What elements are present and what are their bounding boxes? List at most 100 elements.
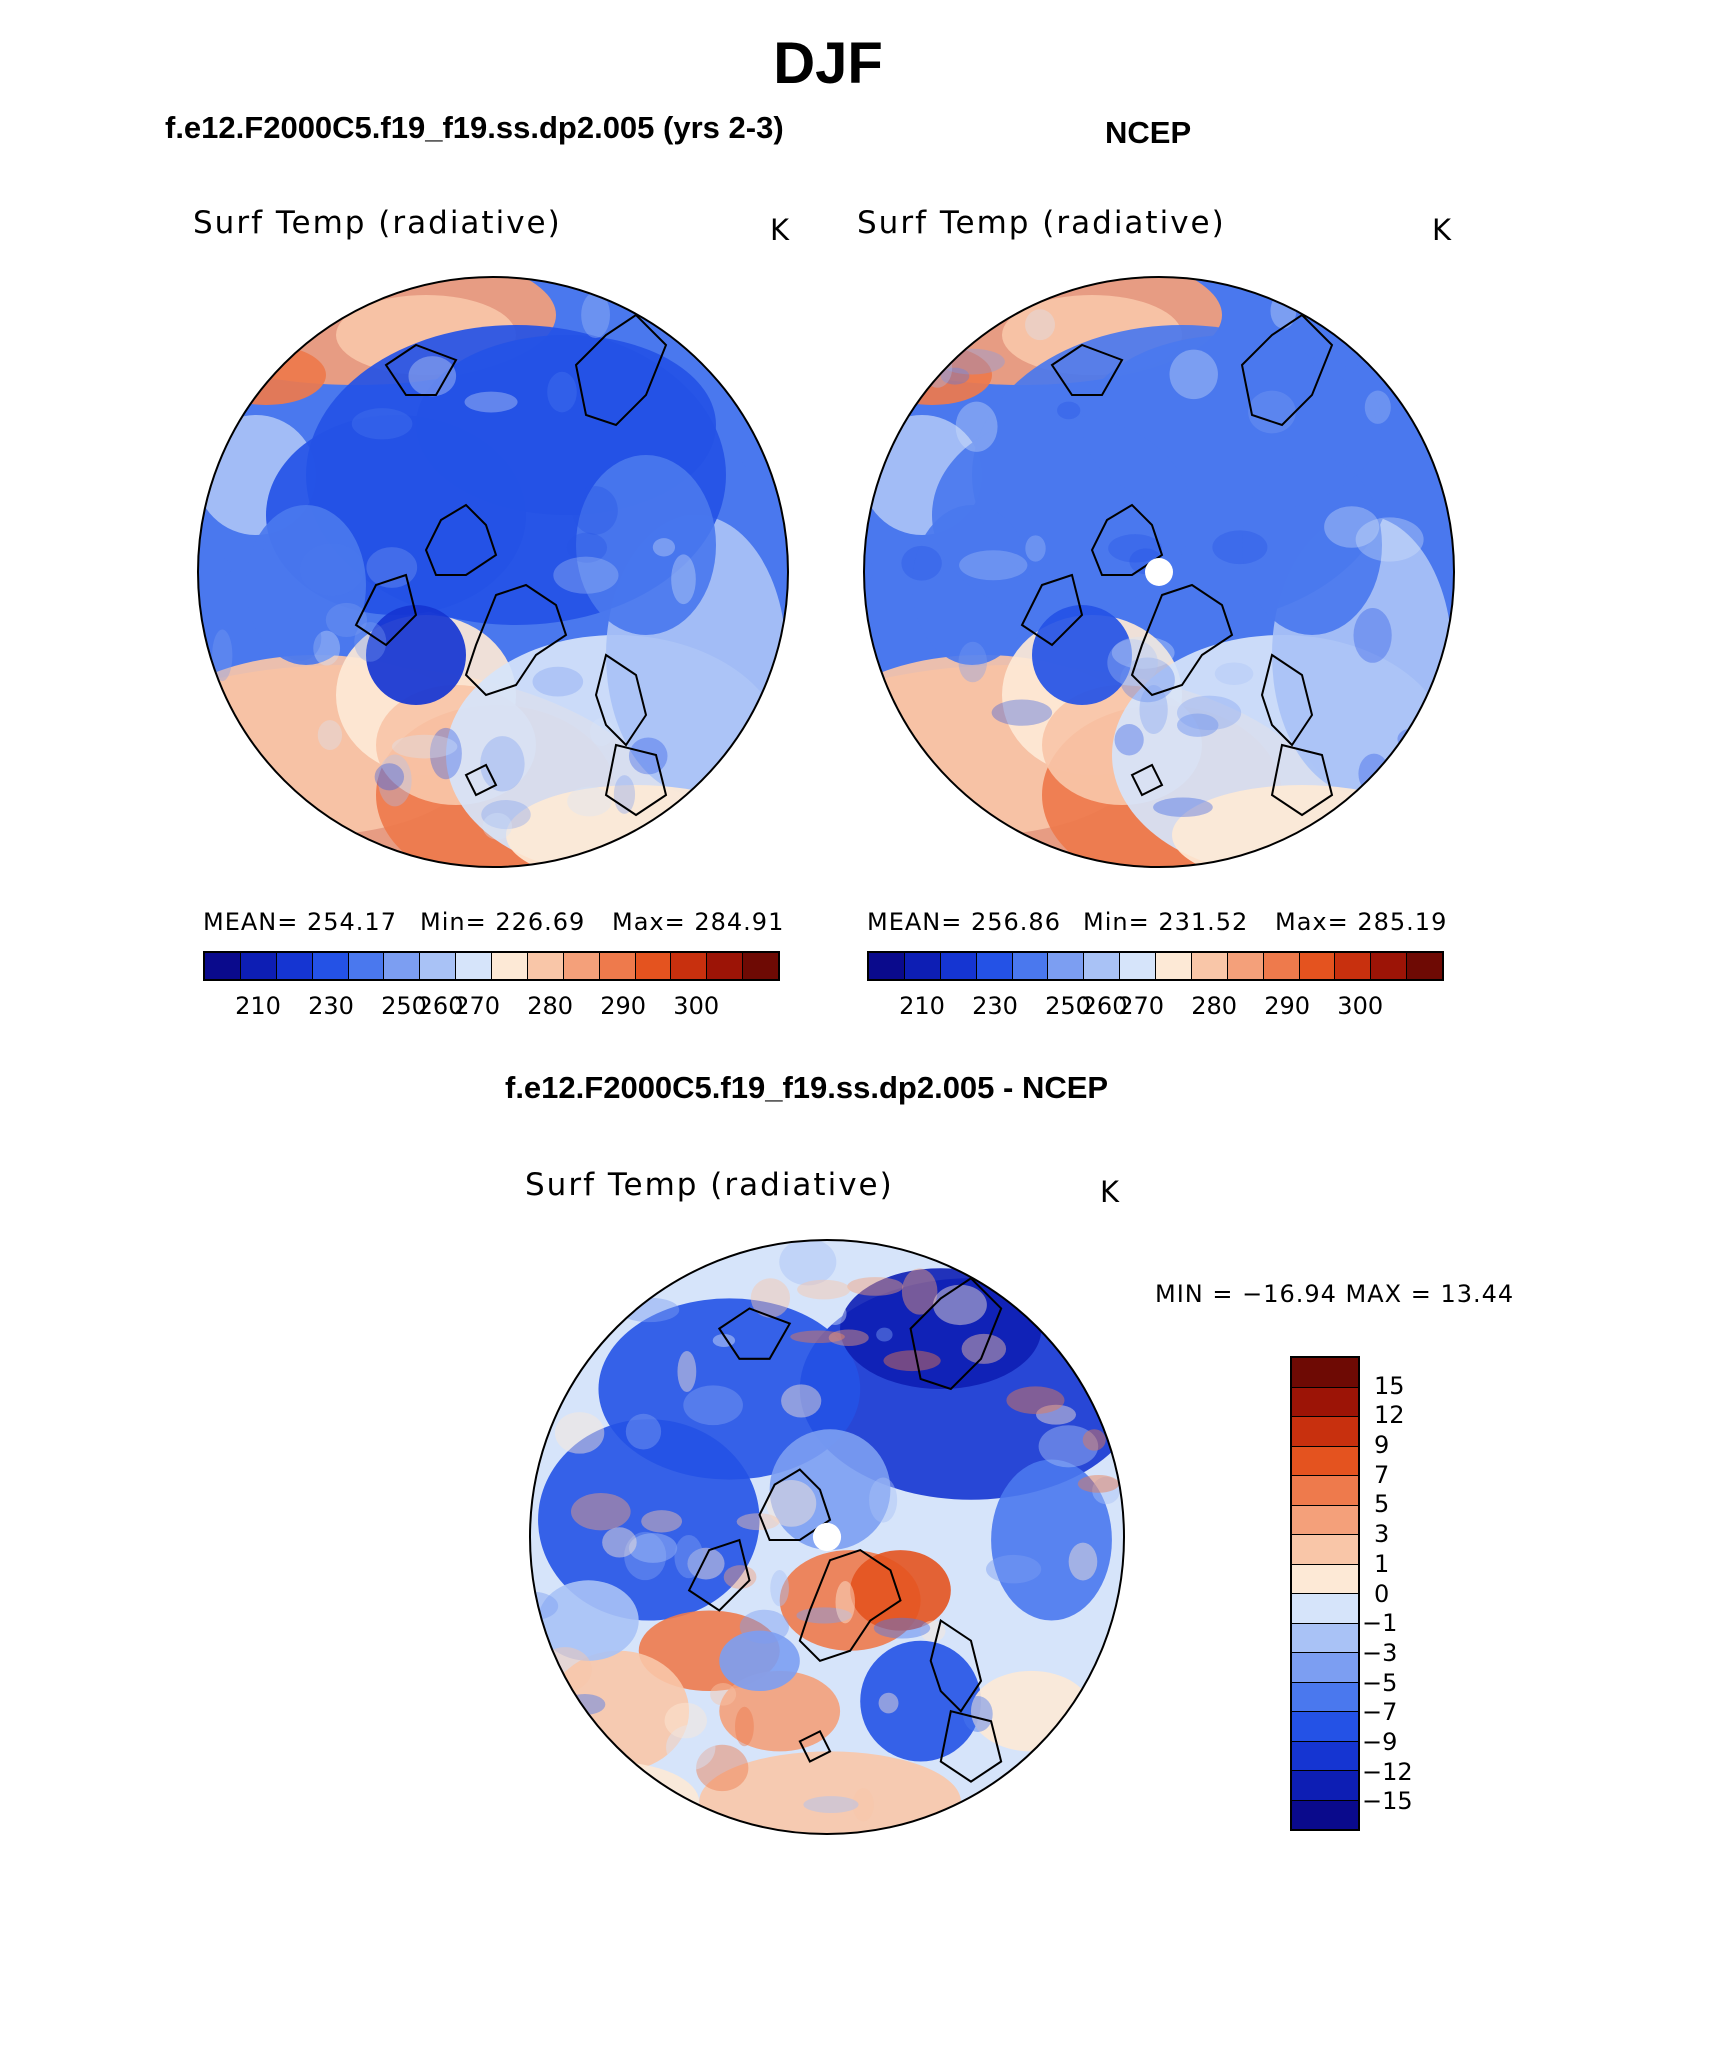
colorbar-tick-label: 210 bbox=[235, 992, 281, 1020]
temperature-contour-region bbox=[1440, 315, 1454, 362]
north-pole-missing-data bbox=[1145, 558, 1173, 586]
panel3-min-max: MIN = −16.94 MAX = 13.44 bbox=[1155, 1280, 1515, 1308]
difference-contour-region bbox=[779, 1240, 837, 1286]
colorbar-swatch bbox=[1263, 953, 1300, 979]
colorbar-tick-label: 280 bbox=[527, 992, 574, 1020]
difference-contour-region bbox=[1038, 1425, 1099, 1468]
panel1-max: Max= 284.91 bbox=[612, 908, 785, 936]
temperature-contour-region bbox=[694, 326, 753, 345]
temperature-contour-region bbox=[374, 763, 405, 791]
temperature-contour-region bbox=[246, 505, 366, 665]
colorbar-swatch bbox=[384, 953, 421, 979]
colorbar-swatch bbox=[1120, 953, 1156, 979]
difference-contour-region bbox=[612, 1253, 646, 1286]
coastline bbox=[1130, 763, 1164, 797]
coastline bbox=[909, 1276, 1003, 1391]
difference-contour-region bbox=[538, 1419, 760, 1621]
panel1-colorbar bbox=[203, 951, 780, 981]
difference-contour-region bbox=[624, 1531, 667, 1581]
panel2-polar-map bbox=[862, 275, 1456, 869]
difference-contour-region bbox=[986, 1554, 1042, 1584]
temperature-contour-region bbox=[198, 555, 232, 580]
colorbar-tick-label: −3 bbox=[1362, 1638, 1398, 1667]
temperature-contour-region bbox=[1139, 685, 1168, 735]
difference-contour-region bbox=[666, 1724, 716, 1770]
temperature-contour-region bbox=[1114, 724, 1144, 756]
difference-contour-region bbox=[1036, 1404, 1077, 1425]
panel2-colorbar bbox=[867, 951, 1444, 981]
temperature-contour-region bbox=[1368, 820, 1406, 867]
coastline bbox=[594, 653, 648, 747]
colorbar-tick-label: 260 bbox=[417, 992, 464, 1020]
colorbar-swatch bbox=[1292, 1535, 1358, 1565]
temperature-contour-region bbox=[429, 727, 462, 780]
colorbar-swatch bbox=[1292, 1476, 1358, 1506]
coastline bbox=[384, 343, 458, 396]
difference-contour-region bbox=[852, 1788, 874, 1822]
temperature-contour-region bbox=[566, 532, 608, 563]
difference-contour-region bbox=[710, 1683, 737, 1706]
colorbar-swatch bbox=[1292, 1417, 1358, 1447]
temperature-contour-region bbox=[366, 605, 466, 705]
temperature-contour-region bbox=[1111, 636, 1175, 669]
difference-contour-region bbox=[664, 1702, 707, 1739]
difference-contour-region bbox=[625, 1413, 662, 1450]
coastline bbox=[464, 763, 498, 797]
temperature-contour-region bbox=[1248, 390, 1296, 434]
temperature-contour-region bbox=[680, 277, 705, 314]
colorbar-tick-label: 290 bbox=[1264, 992, 1311, 1020]
temperature-contour-region bbox=[865, 396, 900, 441]
colorbar-tick-label: −7 bbox=[1362, 1698, 1398, 1727]
colorbar-swatch bbox=[276, 953, 313, 979]
colorbar-swatch bbox=[1292, 1446, 1358, 1476]
difference-contour-region bbox=[962, 1695, 993, 1733]
difference-contour-region bbox=[677, 1350, 697, 1393]
panel2-max: Max= 285.19 bbox=[1275, 908, 1448, 936]
temperature-contour-region bbox=[991, 699, 1053, 726]
colorbar-swatch bbox=[1292, 1800, 1358, 1829]
temperature-contour-region bbox=[581, 291, 610, 339]
temperature-contour-region bbox=[958, 641, 988, 683]
colorbar-tick-label: −9 bbox=[1362, 1727, 1398, 1756]
temperature-contour-region bbox=[325, 602, 368, 638]
difference-contour-region bbox=[750, 1278, 791, 1318]
coastline bbox=[1020, 573, 1084, 647]
colorbar-tick-label: 12 bbox=[1374, 1401, 1405, 1430]
temperature-contour-region bbox=[408, 356, 457, 397]
difference-contour-region bbox=[734, 1706, 754, 1747]
difference-contour-region bbox=[530, 1240, 555, 1265]
difference-contour-region bbox=[621, 1255, 654, 1271]
colorbar-swatch bbox=[312, 953, 349, 979]
temperature-contour-region bbox=[1084, 451, 1110, 468]
temperature-contour-region bbox=[1108, 534, 1162, 563]
difference-contour-region bbox=[538, 1580, 639, 1661]
difference-contour-region bbox=[719, 1630, 800, 1692]
temperature-contour-region bbox=[1353, 607, 1392, 663]
temperature-contour-region bbox=[940, 367, 970, 385]
colorbar-swatch bbox=[635, 953, 672, 979]
panel1-mean: MEAN= 254.17 bbox=[203, 908, 397, 936]
colorbar-swatch bbox=[420, 953, 457, 979]
difference-contour-region bbox=[1068, 1542, 1098, 1581]
colorbar-tick-label: 7 bbox=[1374, 1460, 1390, 1489]
colorbar-swatch bbox=[1292, 1623, 1358, 1653]
difference-contour-region bbox=[803, 1796, 859, 1814]
colorbar-tick-label: 270 bbox=[1118, 992, 1164, 1020]
temperature-contour-region bbox=[391, 734, 458, 759]
panel3-colorbar bbox=[1290, 1356, 1360, 1831]
temperature-contour-region bbox=[1025, 309, 1056, 341]
colorbar-swatch bbox=[1227, 953, 1264, 979]
difference-contour-region bbox=[766, 1479, 817, 1527]
difference-contour-region bbox=[991, 1459, 1112, 1621]
temperature-contour-region bbox=[1032, 605, 1132, 705]
panel3-field-label: Surf Temp (radiative) bbox=[525, 1167, 894, 1203]
difference-contour-region bbox=[847, 1277, 904, 1296]
colorbar-swatch bbox=[743, 953, 778, 979]
difference-contour-region bbox=[797, 1279, 851, 1300]
temperature-contour-region bbox=[1153, 797, 1213, 818]
colorbar-swatch bbox=[1012, 953, 1049, 979]
temperature-contour-region bbox=[1355, 517, 1424, 562]
difference-contour-region bbox=[739, 1609, 790, 1644]
diff-panel-subtitle: f.e12.F2000C5.f19_f19.ss.dp2.005 - NCEP bbox=[505, 1070, 1109, 1105]
colorbar-swatch bbox=[869, 953, 905, 979]
